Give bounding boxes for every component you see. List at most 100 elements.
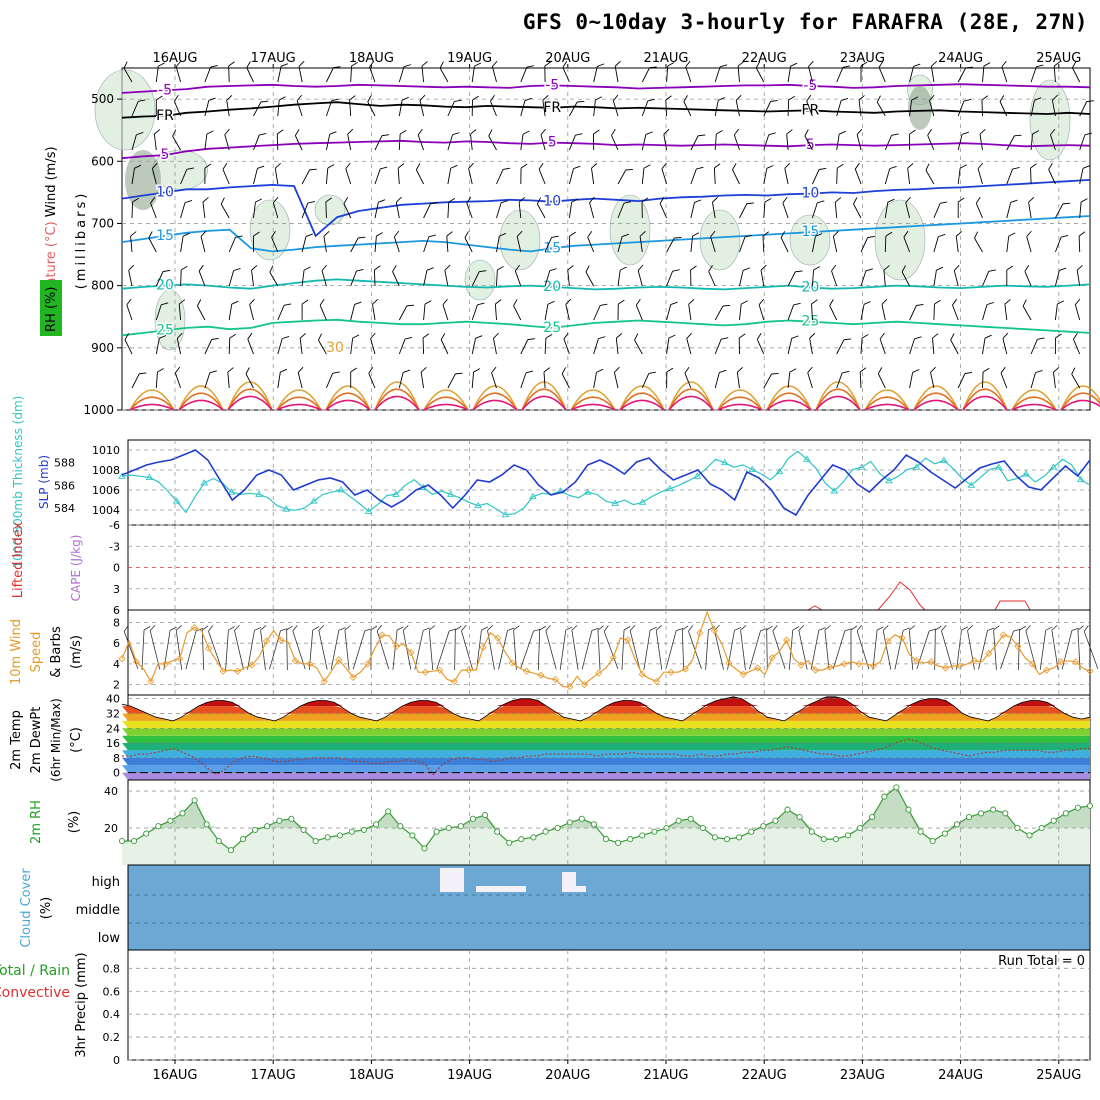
isotherm-line <box>121 139 1091 160</box>
surface-barb <box>141 626 151 670</box>
wind-barb <box>520 163 528 185</box>
cloud-level-label: middle <box>76 903 120 918</box>
thk-tick-label: 586 <box>54 479 75 492</box>
precip-panel-frame <box>127 949 1091 1061</box>
wind-barb <box>1071 367 1081 389</box>
surface-barb <box>330 627 346 670</box>
surface-barb <box>850 625 858 670</box>
wind-barb <box>690 232 700 253</box>
xtick-label-bottom: 25AUG <box>1036 1068 1081 1083</box>
rh-point <box>627 836 634 843</box>
wind-speed-point <box>494 634 502 642</box>
wind-barb <box>374 134 390 151</box>
thickness-point <box>282 505 291 512</box>
wind-barb <box>496 167 511 185</box>
wind-barb <box>881 298 888 321</box>
wind-speed-point <box>118 655 126 663</box>
wind-barb <box>325 131 337 151</box>
wind-barb <box>641 66 657 83</box>
wind-barb <box>836 370 850 389</box>
wind-barb <box>253 198 263 219</box>
xtick-label-top: 23AUG <box>840 51 885 66</box>
wind-barb <box>982 367 990 389</box>
isotherm-warm <box>129 396 175 411</box>
wind-barb <box>593 303 608 321</box>
wind-barb <box>393 230 400 253</box>
wind-speed-point <box>970 657 978 665</box>
surface-barb <box>513 625 520 670</box>
li-line <box>994 600 1031 611</box>
wind-barb <box>247 332 254 355</box>
wind-barb <box>567 265 574 287</box>
surface-barb <box>402 625 412 670</box>
isotherm-warm <box>178 399 224 411</box>
wind-barb <box>496 232 507 253</box>
rh-point <box>252 826 259 833</box>
wind-speed-point <box>739 670 747 678</box>
wind-barb <box>440 333 449 355</box>
wind-barb <box>666 334 676 355</box>
wind-barb <box>957 371 973 389</box>
wind-barb <box>490 94 497 117</box>
wind-barb <box>763 372 779 389</box>
surface-barb <box>941 625 953 670</box>
cloud-unit: (%) <box>39 897 54 920</box>
wind-barb <box>398 96 409 117</box>
wind-barb <box>953 264 960 287</box>
isotherm-warm <box>1060 399 1100 411</box>
wind-speed-point <box>884 637 892 645</box>
wind-barb <box>883 265 890 287</box>
wind-speed-point <box>132 658 141 666</box>
xtick-label-top: 25AUG <box>1036 51 1081 66</box>
wind-barb <box>666 62 675 83</box>
thickness-point <box>775 467 784 475</box>
isotherm-warm <box>864 396 910 411</box>
thk-tick-label: 588 <box>54 457 75 470</box>
wind-barb <box>739 300 748 321</box>
wind-barb <box>180 199 193 219</box>
wind-barb <box>666 269 680 287</box>
thickness-point <box>666 484 674 492</box>
wind-barb <box>155 269 171 287</box>
surface-barb <box>175 625 183 670</box>
rh-point <box>990 806 997 813</box>
isotherm-warm <box>1011 389 1057 411</box>
wind-speed-point <box>161 660 169 668</box>
thickness-point <box>830 487 839 494</box>
wind-barb <box>228 267 241 287</box>
isotherm-label: 15 <box>543 240 561 256</box>
surface-barb <box>292 625 306 670</box>
surface-barb <box>824 625 831 670</box>
surface-barb <box>537 625 547 671</box>
rh-point <box>118 837 126 845</box>
wind-barb <box>123 61 133 83</box>
wind-barb <box>544 300 555 321</box>
wind-barb <box>536 197 546 219</box>
wind-speed-point <box>1043 666 1051 674</box>
wind-barb <box>568 198 579 219</box>
xtick-label-top: 17AUG <box>251 51 296 66</box>
surface-barb <box>163 626 177 670</box>
thickness-point <box>200 479 208 486</box>
xtick-label-top: 18AUG <box>349 51 394 66</box>
xtick-label-top: 19AUG <box>447 51 492 66</box>
wind-barb <box>933 266 944 287</box>
surface-barb <box>908 625 916 670</box>
slp-tick-label: 1006 <box>92 484 120 497</box>
slp-label: SLP (mb) <box>37 455 51 509</box>
wind-speed-point <box>696 629 704 637</box>
temp-band <box>122 706 1090 714</box>
wind-barb <box>196 299 206 321</box>
surface-barb <box>978 627 995 670</box>
wind-barb <box>178 299 186 321</box>
rh-point <box>566 819 573 826</box>
wind-barb <box>568 231 576 253</box>
isotherm-warm <box>864 403 910 411</box>
wind-barb <box>591 163 598 185</box>
isotherm-warm <box>962 395 1008 411</box>
li-tick-label: 6 <box>113 604 120 617</box>
isotherm-warm <box>864 389 910 411</box>
isotherm-label: 10 <box>543 194 561 210</box>
wind-speed-point <box>985 649 993 658</box>
rh-point <box>687 815 694 822</box>
